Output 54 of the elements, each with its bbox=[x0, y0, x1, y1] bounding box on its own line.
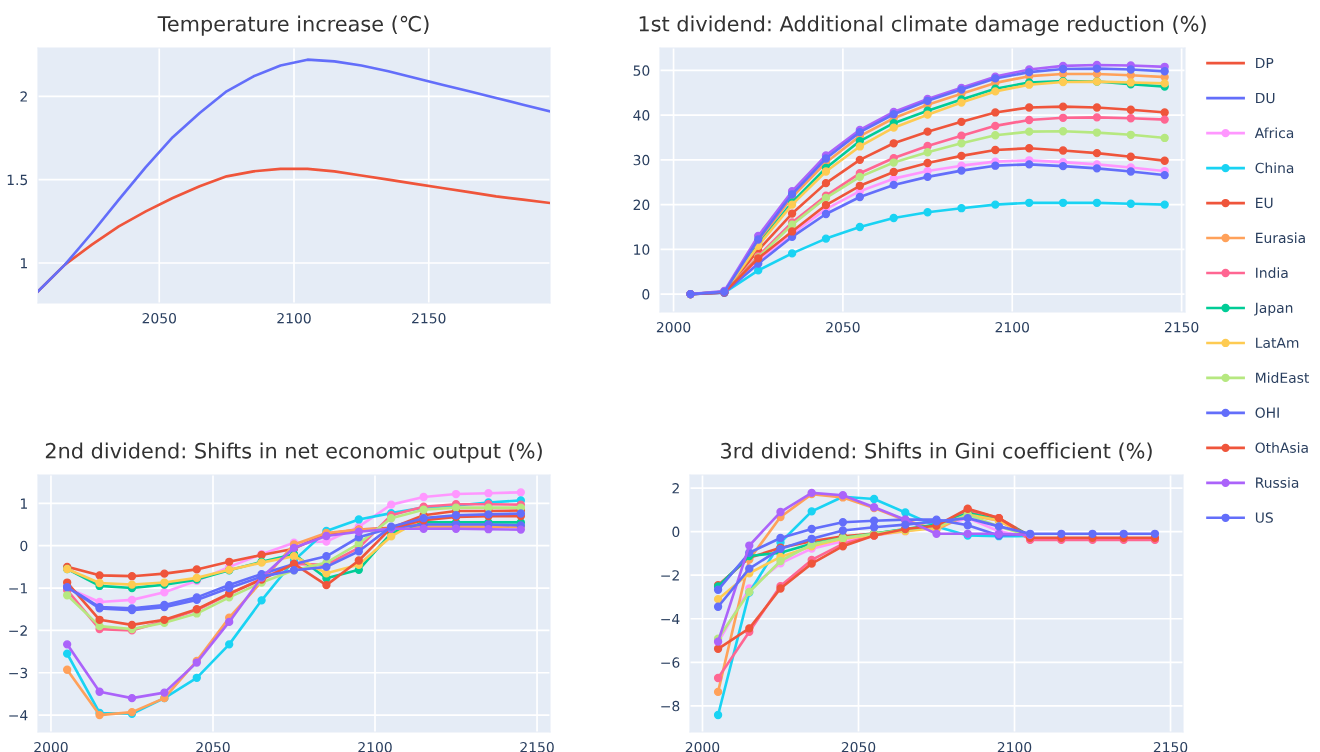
chart-title: 3rd dividend: Shifts in Gini coefficient (%) bbox=[721, 442, 1152, 462]
legend-label: OthAsia bbox=[1255, 442, 1308, 453]
legend-label: DU bbox=[1256, 92, 1275, 104]
y-tick-label: 30 bbox=[633, 154, 650, 166]
y-tick-label: −1 bbox=[9, 583, 27, 594]
y-tick-label: −4 bbox=[9, 710, 28, 721]
y-tick-label: 1 bbox=[20, 498, 27, 509]
legend-label: MidEast bbox=[1256, 372, 1310, 383]
chart-title: Temperature increase (℃) bbox=[157, 15, 429, 36]
y-tick-label: 0 bbox=[672, 526, 680, 538]
x-tick-label: 2000 bbox=[34, 741, 68, 752]
legend-label: OHI bbox=[1255, 407, 1279, 418]
legend-label: China bbox=[1255, 162, 1294, 174]
legend-label: Africa bbox=[1254, 127, 1294, 139]
x-tick-label: 2050 bbox=[142, 312, 177, 324]
legend-label: DP bbox=[1256, 57, 1274, 69]
chart-title: 1st dividend: Additional climate damage reduction (%) bbox=[639, 15, 1206, 36]
x-tick-label: 2150 bbox=[1153, 741, 1188, 752]
x-tick-label: 2100 bbox=[997, 741, 1032, 752]
x-tick-label: 2100 bbox=[277, 312, 311, 324]
y-tick-label: 0 bbox=[642, 289, 650, 300]
y-tick-label: 1.5 bbox=[7, 174, 28, 186]
y-tick-label: 10 bbox=[634, 244, 650, 255]
y-tick-label: 0 bbox=[20, 540, 28, 552]
x-tick-label: 2050 bbox=[196, 741, 230, 752]
legend-label: Japan bbox=[1254, 302, 1293, 316]
x-tick-label: 2100 bbox=[358, 741, 392, 752]
y-tick-label: −3 bbox=[9, 667, 28, 679]
legend-label: India bbox=[1256, 267, 1288, 279]
y-tick-label: −2 bbox=[9, 625, 27, 636]
x-tick-label: 2150 bbox=[412, 312, 446, 324]
legend-label: EU bbox=[1256, 197, 1273, 209]
y-tick-label: 2 bbox=[20, 91, 27, 102]
y-tick-label: 50 bbox=[633, 65, 650, 76]
y-tick-label: 1 bbox=[20, 258, 27, 269]
legend-label: Eurasia bbox=[1256, 232, 1305, 244]
y-tick-label: 20 bbox=[633, 199, 650, 211]
x-tick-label: 2150 bbox=[520, 741, 554, 752]
legend-label: US bbox=[1255, 512, 1273, 523]
x-tick-label: 2050 bbox=[826, 321, 860, 333]
x-tick-label: 2000 bbox=[685, 741, 720, 752]
legend-label: Russia bbox=[1256, 477, 1299, 488]
y-tick-label: 40 bbox=[633, 110, 650, 121]
legend-label: LatAm bbox=[1256, 337, 1299, 349]
x-tick-label: 2100 bbox=[995, 321, 1030, 333]
chart-title: 2nd dividend: Shifts in net economic output (%) bbox=[45, 442, 542, 463]
x-tick-label: 2000 bbox=[656, 321, 691, 333]
y-tick-label: 2 bbox=[672, 483, 679, 494]
y-tick-label: −8 bbox=[661, 700, 680, 712]
y-tick-label: −4 bbox=[661, 613, 680, 625]
x-tick-label: 2050 bbox=[841, 741, 876, 752]
x-tick-label: 2150 bbox=[1164, 321, 1199, 333]
y-tick-label: −2 bbox=[661, 570, 679, 581]
y-tick-label: −6 bbox=[661, 657, 680, 668]
